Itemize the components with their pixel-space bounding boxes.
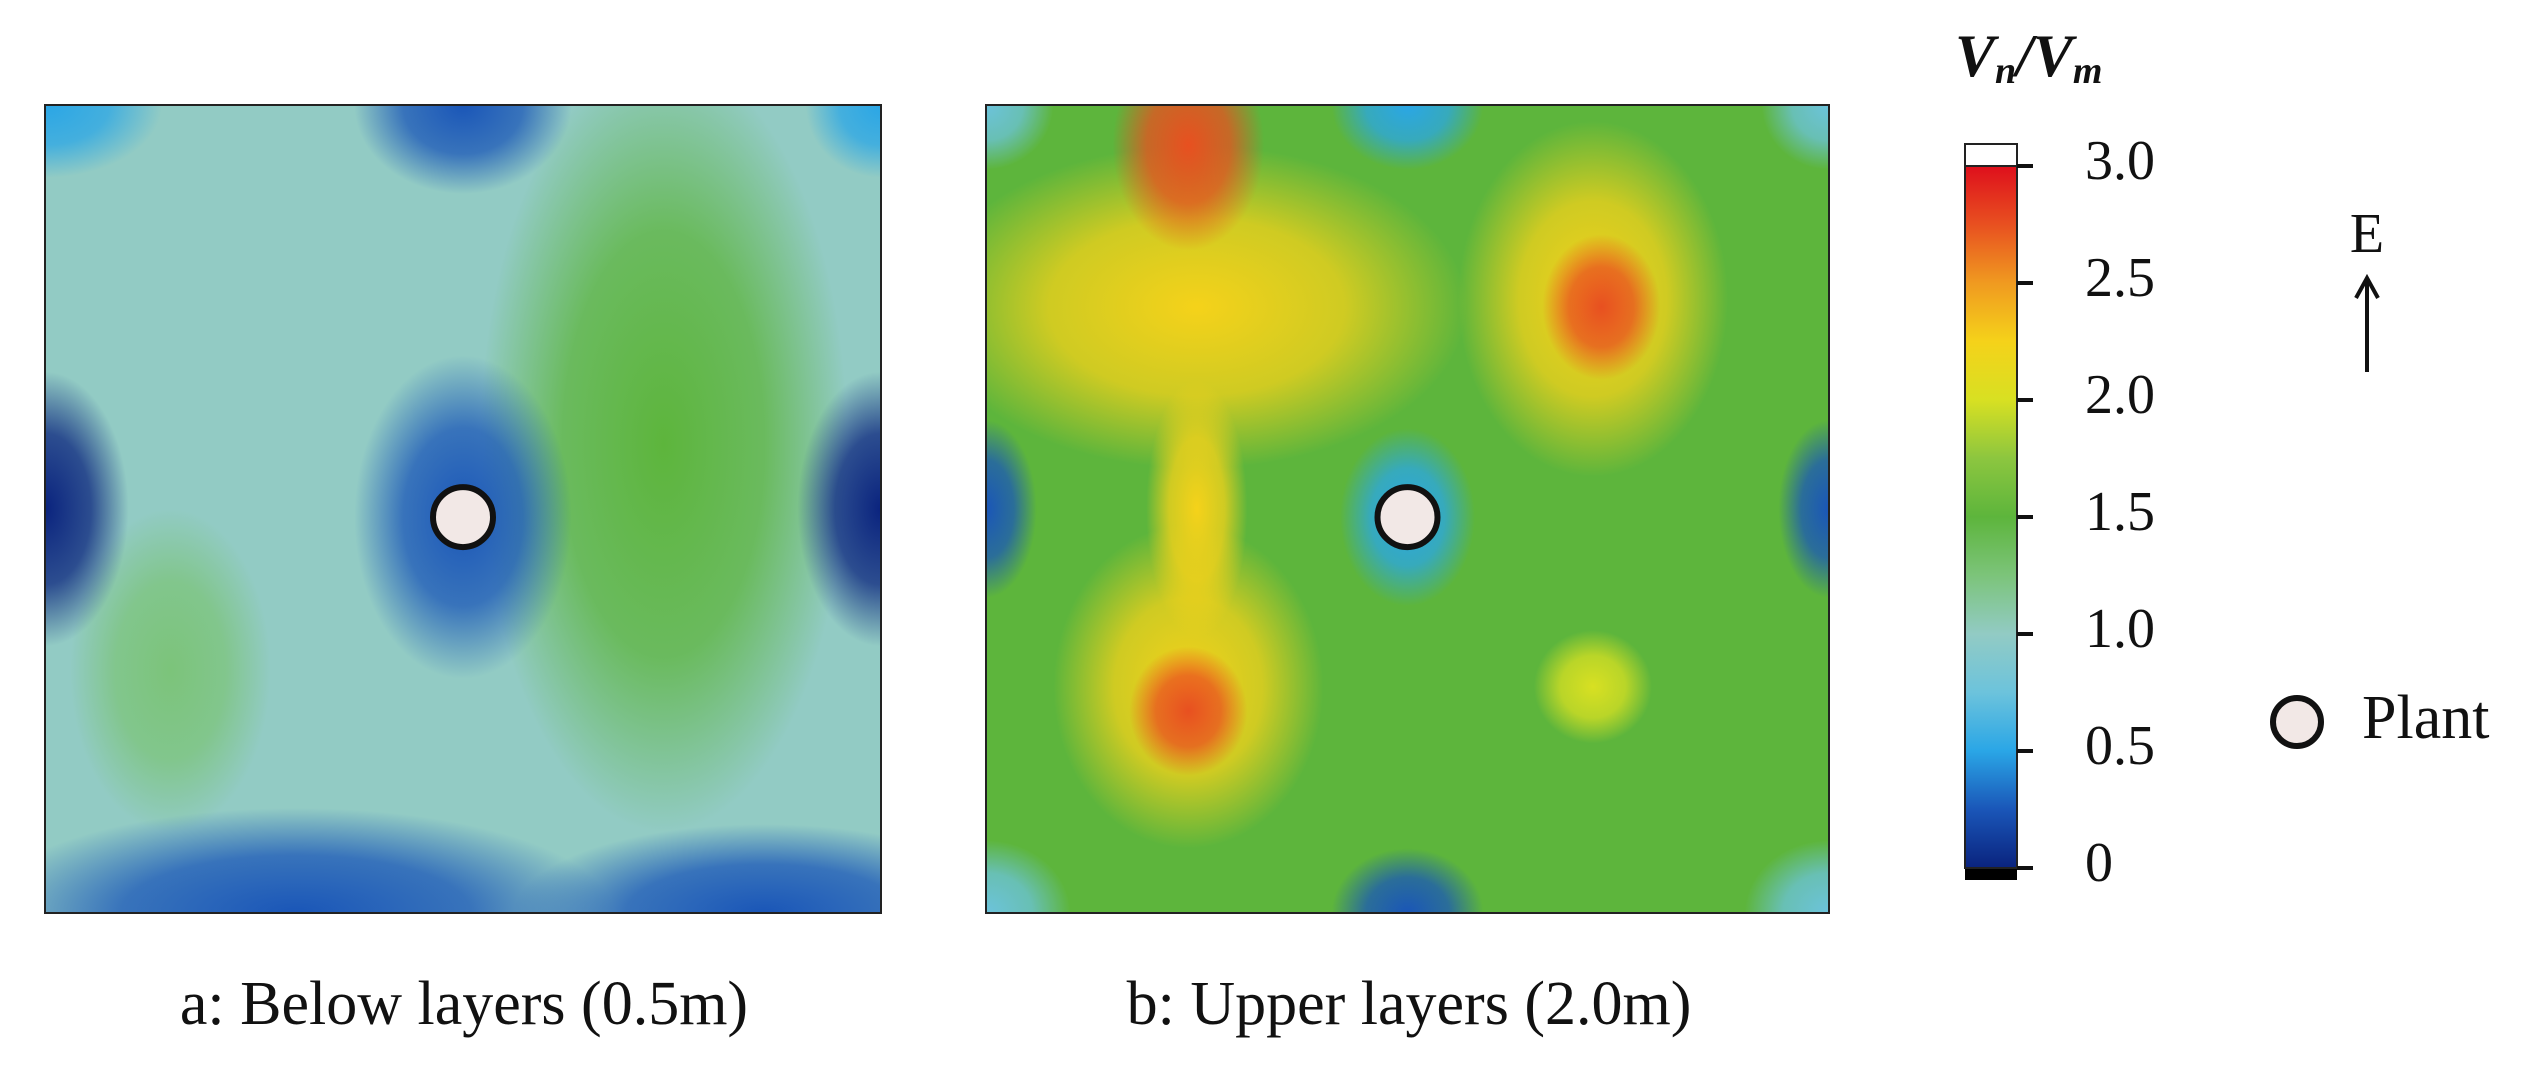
field-blob: [1542, 234, 1661, 380]
colorbar-cap: [1964, 143, 2018, 167]
legend-label: Plant: [2362, 684, 2489, 752]
field-blob: [479, 105, 848, 833]
panel-frame: [985, 104, 1830, 914]
field-blob: [1331, 105, 1484, 170]
field-blob: [354, 105, 572, 194]
compass-arrow: [2354, 273, 2380, 372]
panel-caption: a: Below layers (0.5m): [180, 970, 748, 1038]
tick-label: 0: [2085, 832, 2113, 894]
field-blob: [1533, 630, 1652, 744]
field-blob: [1331, 848, 1484, 913]
tick-label: 2.5: [2085, 247, 2155, 309]
tick-label: 0.5: [2085, 715, 2155, 777]
field-blob: [805, 105, 881, 178]
field-blob: [1112, 105, 1265, 251]
title-sub: m: [2073, 50, 2103, 92]
colorbar-title: Vn/Vm: [1955, 23, 2102, 92]
field-blob: [797, 371, 881, 647]
field-blob: [1778, 420, 1829, 598]
field-blob: [1146, 379, 1248, 639]
contour-field: [45, 105, 881, 913]
plant-marker: [1374, 484, 1441, 551]
title-part: /V: [2012, 23, 2078, 89]
title-sub: n: [1995, 50, 2016, 92]
field-blob: [45, 371, 129, 647]
plant-marker: [430, 484, 496, 551]
field-blob: [45, 807, 614, 913]
field-blob: [986, 105, 1054, 170]
field-blob: [513, 824, 881, 913]
tick-label: 1.0: [2085, 598, 2155, 660]
tick-label: 1.5: [2085, 481, 2155, 543]
field-blob: [45, 105, 163, 178]
title-part: V: [1955, 23, 2000, 89]
tick-label: 3.0: [2085, 130, 2155, 192]
field-blob: [986, 420, 1037, 598]
tick-label: 2.0: [2085, 364, 2155, 426]
legend-marker: [2270, 695, 2324, 749]
colorbar-cap: [1965, 868, 2017, 880]
field-blob: [1761, 105, 1829, 170]
field-blob: [1129, 646, 1248, 776]
panel-caption: b: Upper layers (2.0m): [1127, 970, 1692, 1038]
field-blob: [1744, 840, 1829, 913]
colorbar: [1964, 165, 2018, 869]
field-blob: [986, 840, 1071, 913]
field-blob: [70, 508, 271, 833]
panel-frame: [44, 104, 882, 914]
field-blob: [986, 145, 1467, 469]
compass-label: E: [2350, 203, 2384, 265]
